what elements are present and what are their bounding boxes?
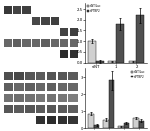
Bar (4, 83, 13, 91)
Bar (60, 50, 68, 58)
Bar (25, 72, 35, 80)
Bar (22, 39, 31, 47)
Bar (124, 123, 129, 128)
Bar (60, 28, 68, 36)
Bar (88, 41, 96, 62)
Bar (25, 83, 35, 91)
Bar (136, 15, 144, 62)
Bar (60, 39, 68, 47)
Bar (70, 39, 78, 47)
Bar (14, 83, 24, 91)
Bar (47, 116, 56, 124)
Bar (25, 94, 35, 102)
Bar (138, 121, 144, 128)
Bar (88, 114, 94, 128)
Bar (118, 126, 124, 128)
Bar (57, 72, 67, 80)
Bar (70, 28, 78, 36)
Bar (4, 39, 12, 47)
Bar (14, 94, 24, 102)
Bar (36, 72, 45, 80)
Bar (36, 83, 45, 91)
Bar (22, 6, 31, 14)
Bar (96, 61, 104, 62)
Bar (4, 94, 13, 102)
Bar (32, 17, 40, 25)
Bar (129, 61, 136, 62)
Bar (68, 116, 78, 124)
Bar (41, 17, 50, 25)
Bar (4, 72, 13, 80)
Bar (41, 39, 50, 47)
Bar (47, 94, 56, 102)
Bar (109, 80, 114, 128)
Bar (4, 6, 12, 14)
Bar (94, 125, 99, 128)
Bar (36, 105, 45, 113)
Legend: siNT/Luc, siPTBP2: siNT/Luc, siPTBP2 (87, 4, 102, 13)
Bar (103, 120, 109, 128)
Bar (36, 94, 45, 102)
Bar (68, 105, 78, 113)
Bar (70, 50, 78, 58)
Bar (133, 118, 138, 128)
Bar (57, 116, 67, 124)
Bar (57, 83, 67, 91)
Bar (68, 72, 78, 80)
Bar (68, 94, 78, 102)
Bar (32, 39, 40, 47)
Bar (108, 61, 116, 62)
Bar (51, 39, 59, 47)
Bar (57, 94, 67, 102)
Bar (13, 39, 21, 47)
Bar (116, 24, 124, 62)
Bar (57, 105, 67, 113)
Bar (14, 105, 24, 113)
Legend: siNT/Luc, siPTBP2: siNT/Luc, siPTBP2 (131, 70, 146, 79)
Bar (51, 17, 59, 25)
Bar (68, 83, 78, 91)
Bar (14, 72, 24, 80)
Bar (36, 116, 45, 124)
Bar (4, 105, 13, 113)
Bar (47, 105, 56, 113)
Bar (47, 83, 56, 91)
Bar (25, 105, 35, 113)
Bar (47, 72, 56, 80)
Bar (13, 6, 21, 14)
